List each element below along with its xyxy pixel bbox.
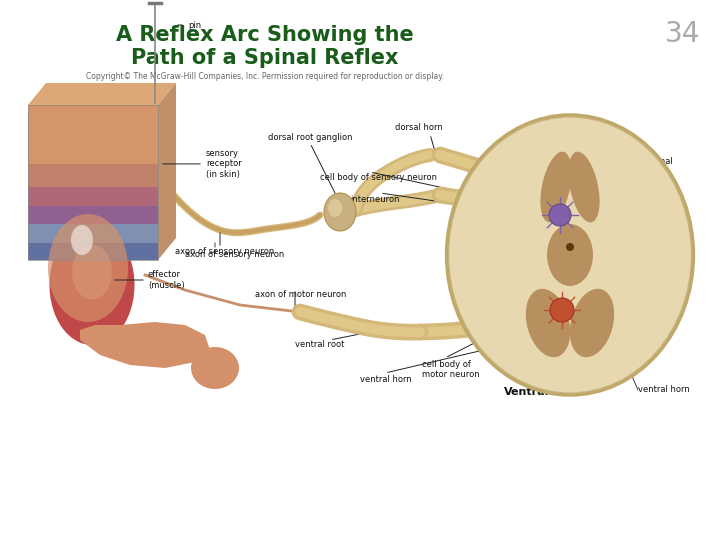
- Text: cell body of
motor neuron: cell body of motor neuron: [422, 360, 480, 380]
- Ellipse shape: [328, 199, 342, 217]
- Polygon shape: [28, 187, 158, 206]
- Ellipse shape: [541, 152, 572, 222]
- Text: effector
(muscle): effector (muscle): [148, 271, 184, 289]
- Text: axon of sensory neuron: axon of sensory neuron: [175, 247, 274, 256]
- Ellipse shape: [72, 245, 112, 300]
- Text: dorsal root ganglion: dorsal root ganglion: [268, 133, 353, 142]
- Ellipse shape: [547, 224, 593, 286]
- Text: axon of sensory neuron: axon of sensory neuron: [185, 250, 284, 259]
- Text: ventral horn: ventral horn: [638, 386, 690, 395]
- Polygon shape: [80, 322, 210, 368]
- Ellipse shape: [48, 214, 128, 322]
- Text: central canal: central canal: [618, 158, 672, 166]
- Ellipse shape: [566, 243, 574, 251]
- Text: pin: pin: [188, 21, 201, 30]
- Polygon shape: [158, 83, 176, 260]
- Text: ventral horn: ventral horn: [360, 375, 412, 384]
- Text: white matter: white matter: [618, 176, 672, 185]
- Ellipse shape: [71, 225, 93, 255]
- Polygon shape: [28, 83, 176, 105]
- Polygon shape: [28, 224, 158, 243]
- Text: dorsal
horn: dorsal horn: [618, 212, 644, 232]
- Ellipse shape: [570, 289, 614, 357]
- Ellipse shape: [549, 204, 571, 226]
- Text: 34: 34: [665, 20, 700, 48]
- Text: ventral root: ventral root: [295, 340, 344, 349]
- Text: interneuron: interneuron: [350, 195, 400, 204]
- Text: Dorsal: Dorsal: [498, 187, 539, 197]
- Ellipse shape: [550, 298, 574, 322]
- Polygon shape: [28, 164, 158, 187]
- Ellipse shape: [526, 289, 570, 357]
- Polygon shape: [28, 206, 158, 224]
- Text: Ventral: Ventral: [504, 387, 549, 397]
- Text: Copyright© The McGraw-Hill Companies, Inc. Permission required for reproduction : Copyright© The McGraw-Hill Companies, In…: [86, 72, 444, 81]
- Text: dorsal horn: dorsal horn: [395, 123, 443, 132]
- Ellipse shape: [449, 117, 691, 393]
- Polygon shape: [28, 243, 158, 260]
- Ellipse shape: [568, 152, 600, 222]
- Text: cell body of sensory neuron: cell body of sensory neuron: [320, 173, 437, 182]
- Text: A Reflex Arc Showing the
Path of a Spinal Reflex: A Reflex Arc Showing the Path of a Spina…: [116, 25, 414, 68]
- Text: sensory
receptor
(in skin): sensory receptor (in skin): [206, 149, 242, 179]
- Polygon shape: [28, 105, 158, 164]
- Text: axon of motor neuron: axon of motor neuron: [255, 290, 346, 299]
- Text: gray matter: gray matter: [618, 193, 668, 202]
- Ellipse shape: [191, 347, 239, 389]
- Ellipse shape: [50, 225, 135, 345]
- Ellipse shape: [324, 193, 356, 231]
